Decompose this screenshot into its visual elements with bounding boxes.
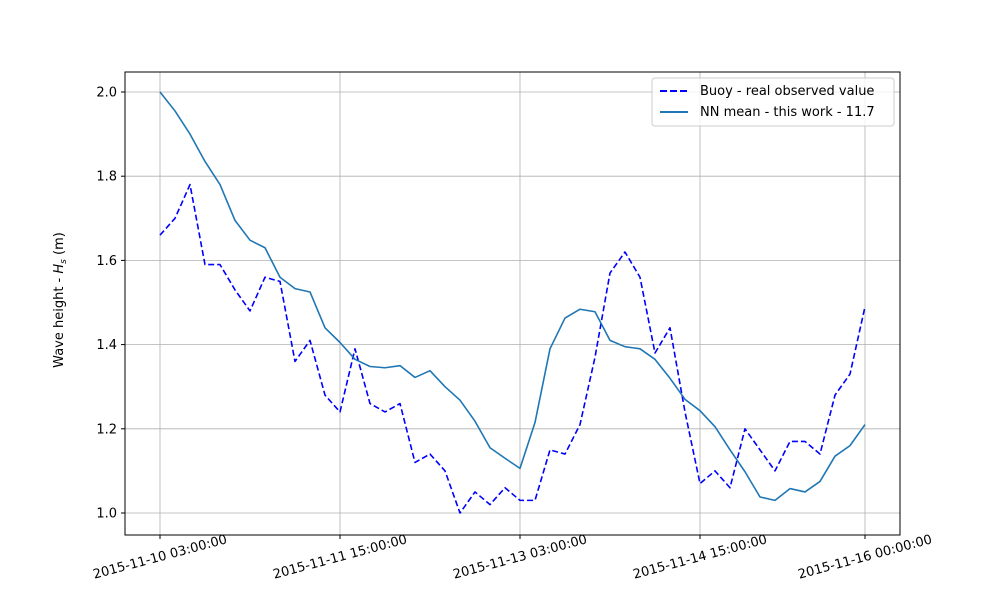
x-tick-label: 2015-11-16 00:00:00 (797, 532, 934, 582)
y-tick-label: 1.8 (96, 170, 117, 185)
y-tick-label: 1.2 (96, 422, 117, 437)
y-tick-label: 1.6 (96, 254, 117, 269)
series-lines (159, 91, 866, 514)
legend-label-buoy: Buoy - real observed value (700, 84, 874, 99)
y-tick-label: 2.0 (96, 86, 117, 101)
series-line-buoy (159, 183, 866, 514)
y-tick-label: 1.4 (96, 338, 117, 353)
x-axis-ticks: 2015-11-10 03:00:00 2015-11-11 15:00:00 20… (92, 532, 934, 582)
y-axis-ticks: 1.0 1.2 1.4 1.6 1.8 2.0 (96, 86, 125, 522)
grid-lines (125, 72, 900, 535)
legend-box (651, 77, 895, 127)
legend: Buoy - real observed value NN mean - thi… (651, 77, 895, 127)
series-line-nn-mean (159, 91, 866, 502)
x-tick-label: 2015-11-10 03:00:00 (92, 532, 229, 582)
plot-area-frame (124, 71, 901, 536)
x-tick-label: 2015-11-14 15:00:00 (632, 532, 769, 582)
x-tick-label: 2015-11-11 15:00:00 (272, 532, 409, 582)
legend-label-nn: NN mean - this work - 11.7 (700, 105, 875, 120)
y-axis-label: Wave height - Hs (m) (52, 232, 69, 368)
x-tick-label: 2015-11-13 03:00:00 (452, 532, 589, 582)
y-tick-label: 1.0 (96, 507, 117, 522)
